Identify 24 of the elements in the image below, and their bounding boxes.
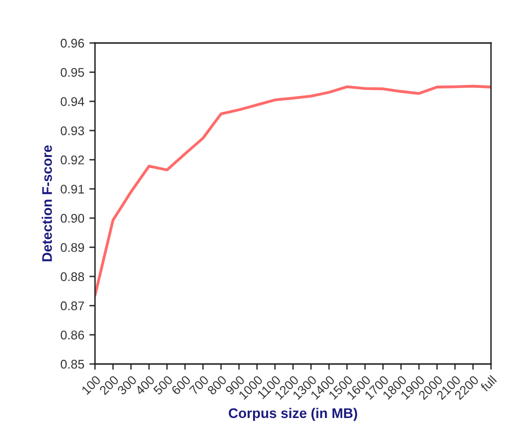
y-tick-label: 0.96	[60, 38, 84, 48]
y-tick-label: 0.91	[60, 184, 84, 194]
line-series	[95, 84, 491, 297]
y-axis-title: Detection F-score	[42, 145, 52, 262]
y-tick-label: 0.89	[60, 243, 84, 252]
x-tick-label: 800	[206, 374, 228, 396]
y-tick-label: 0.87	[60, 301, 84, 310]
x-tick-label: 400	[134, 374, 156, 396]
y-tick-label: 0.88	[60, 272, 84, 282]
y-tick-label: 0.93	[60, 126, 84, 136]
y-tick-label: 0.92	[60, 156, 84, 164]
y-tick-label: 0.94	[60, 97, 84, 106]
y-tick-label: 0.86	[60, 330, 84, 340]
x-tick-label: 600	[170, 374, 192, 396]
x-tick-label: full	[480, 375, 497, 392]
x-tick-label: 200	[98, 374, 120, 396]
x-axis-title: Corpus size (in MB)	[228, 408, 358, 421]
y-tick-label: 0.85	[60, 360, 84, 369]
x-tick-label: 300	[116, 374, 138, 396]
x-tick-label: 700	[188, 374, 210, 396]
y-tick-label: 0.95	[60, 68, 84, 77]
y-tick-label: 0.90	[60, 214, 84, 223]
x-tick-label: 500	[152, 374, 174, 396]
x-tick-label: 100	[81, 374, 102, 395]
